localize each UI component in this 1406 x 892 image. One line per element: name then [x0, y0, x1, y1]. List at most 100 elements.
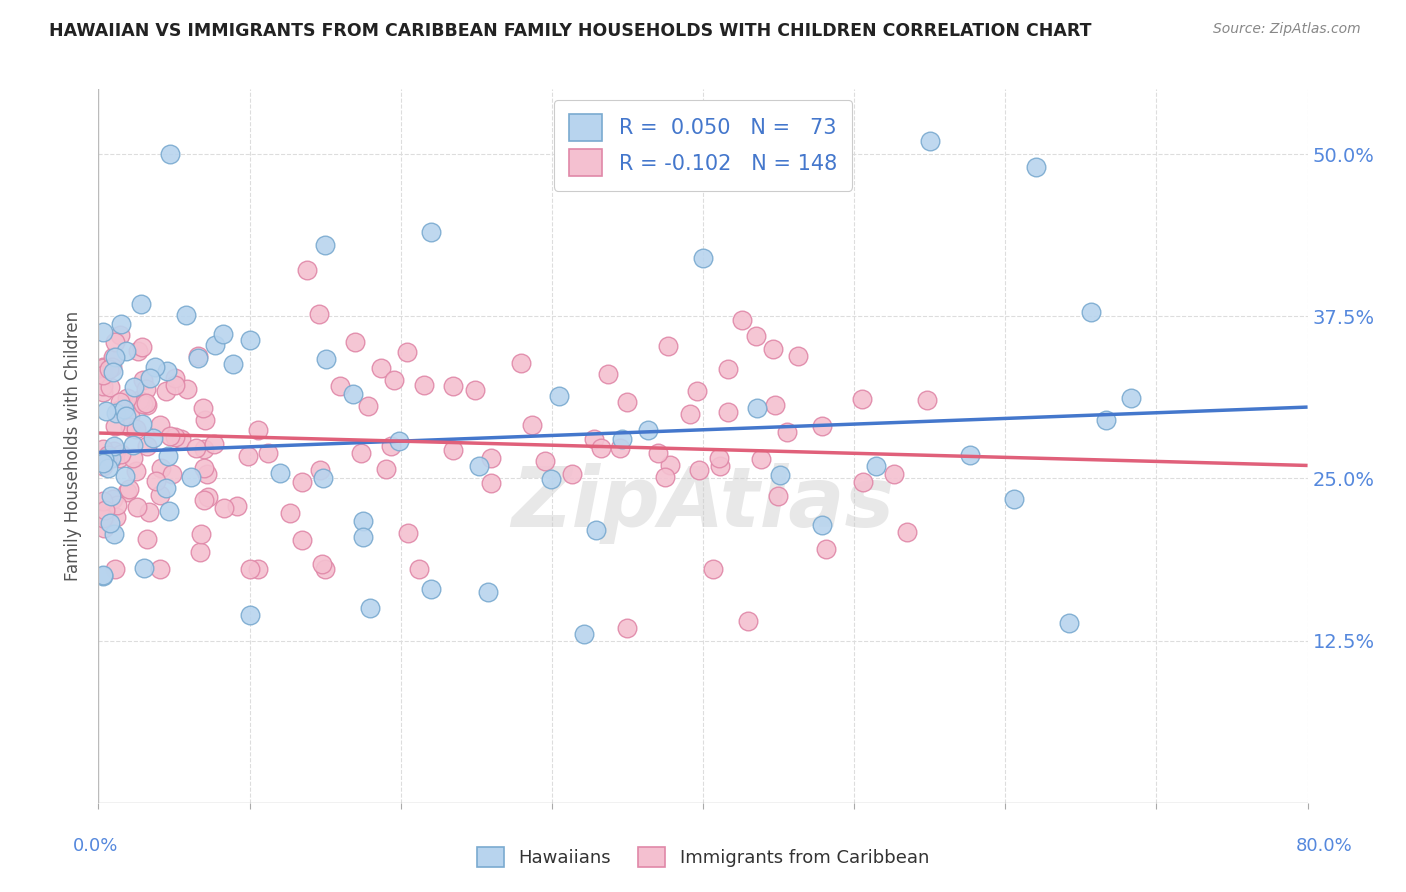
Point: [468, 458, 491, 473]
Point: [134, 561, 156, 575]
Point: [396, 344, 419, 359]
Text: Source: ZipAtlas.com: Source: ZipAtlas.com: [1213, 22, 1361, 37]
Point: [1080, 305, 1102, 319]
Point: [204, 338, 226, 352]
Point: [702, 562, 724, 576]
Point: [212, 327, 235, 342]
Point: [637, 423, 659, 437]
Point: [139, 371, 162, 385]
Point: [91, 361, 114, 376]
Point: [314, 562, 336, 576]
Point: [98, 516, 121, 530]
Point: [408, 562, 430, 576]
Point: [98, 380, 121, 394]
Point: [97, 362, 120, 376]
Point: [915, 392, 938, 407]
Point: [787, 349, 810, 363]
Point: [561, 467, 583, 481]
Point: [91, 384, 114, 399]
Point: [91, 359, 114, 374]
Point: [308, 307, 330, 321]
Point: [122, 379, 145, 393]
Y-axis label: Family Households with Children: Family Households with Children: [65, 311, 83, 581]
Point: [1002, 492, 1025, 507]
Point: [589, 441, 612, 455]
Point: [420, 225, 443, 239]
Point: [1024, 160, 1046, 174]
Point: [616, 395, 638, 409]
Point: [412, 378, 434, 392]
Point: [149, 488, 172, 502]
Point: [420, 582, 443, 596]
Point: [610, 432, 633, 446]
Point: [717, 362, 740, 376]
Point: [120, 420, 142, 434]
Point: [222, 357, 245, 371]
Point: [180, 470, 202, 484]
Point: [191, 401, 214, 416]
Point: [136, 532, 159, 546]
Point: [295, 263, 318, 277]
Point: [239, 607, 262, 622]
Point: [135, 382, 157, 396]
Point: [329, 379, 352, 393]
Point: [609, 441, 631, 455]
Point: [311, 557, 333, 571]
Point: [93, 521, 115, 535]
Point: [441, 442, 464, 457]
Point: [108, 403, 131, 417]
Point: [93, 451, 115, 466]
Point: [688, 463, 710, 477]
Point: [1057, 616, 1080, 631]
Point: [883, 467, 905, 481]
Point: [159, 147, 181, 161]
Point: [149, 562, 172, 576]
Point: [686, 384, 709, 398]
Text: 0.0%: 0.0%: [73, 837, 118, 855]
Point: [142, 431, 165, 445]
Point: [375, 462, 398, 476]
Point: [352, 530, 374, 544]
Point: [135, 439, 157, 453]
Point: [125, 500, 148, 515]
Point: [91, 368, 114, 382]
Text: 80.0%: 80.0%: [1296, 837, 1353, 855]
Point: [731, 313, 754, 327]
Point: [143, 360, 166, 375]
Point: [131, 340, 153, 354]
Point: [658, 458, 681, 472]
Point: [1121, 392, 1143, 406]
Point: [110, 394, 132, 409]
Point: [132, 372, 155, 386]
Point: [692, 251, 714, 265]
Point: [184, 441, 207, 455]
Point: [91, 569, 114, 583]
Point: [343, 335, 366, 350]
Point: [105, 509, 128, 524]
Point: [91, 378, 114, 392]
Point: [128, 396, 150, 410]
Point: [811, 518, 834, 533]
Point: [145, 474, 167, 488]
Point: [114, 401, 136, 416]
Point: [534, 454, 557, 468]
Point: [138, 505, 160, 519]
Point: [583, 432, 606, 446]
Point: [101, 451, 124, 466]
Point: [115, 409, 138, 424]
Point: [314, 238, 336, 252]
Point: [165, 378, 187, 392]
Point: [110, 448, 132, 462]
Point: [91, 326, 114, 340]
Point: [312, 471, 335, 485]
Point: [370, 360, 392, 375]
Point: [118, 482, 141, 496]
Point: [101, 492, 124, 507]
Point: [104, 334, 127, 349]
Point: [194, 413, 217, 427]
Point: [122, 438, 145, 452]
Point: [707, 450, 730, 465]
Point: [510, 355, 533, 369]
Point: [745, 329, 768, 343]
Point: [349, 446, 371, 460]
